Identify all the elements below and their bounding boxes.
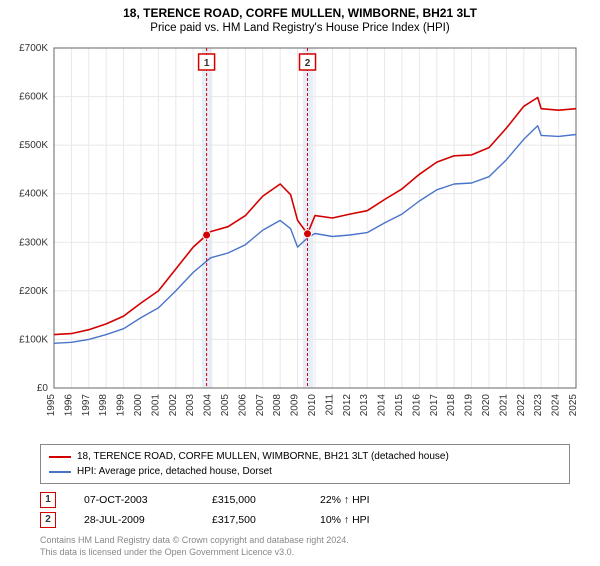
page-subtitle: Price paid vs. HM Land Registry's House … (0, 22, 600, 34)
svg-text:1: 1 (204, 58, 210, 69)
chart-svg: £0 £100K £200K £300K £400K £500K £600K £700K 199… (0, 38, 600, 438)
svg-text:£700K: £700K (19, 43, 48, 54)
event-dot (304, 230, 312, 238)
legend-swatch (49, 456, 71, 458)
footer-attribution: Contains HM Land Registry data © Crown c… (40, 534, 570, 558)
svg-text:2010: 2010 (307, 394, 318, 417)
legend-row: 18, TERENCE ROAD, CORFE MULLEN, WIMBORNE… (49, 449, 561, 464)
legend-row: HPI: Average price, detached house, Dors… (49, 464, 561, 479)
marker-index: 2 (40, 512, 56, 528)
marker-index: 1 (40, 492, 56, 508)
svg-text:2012: 2012 (342, 394, 353, 417)
marker-price: £315,000 (212, 494, 292, 506)
marker-row: 1 07-OCT-2003 £315,000 22% ↑ HPI (40, 490, 570, 510)
svg-text:2024: 2024 (551, 394, 562, 417)
svg-text:£500K: £500K (19, 140, 48, 151)
marker-row: 2 28-JUL-2009 £317,500 10% ↑ HPI (40, 510, 570, 530)
marker-date: 07-OCT-2003 (84, 494, 184, 506)
legend-swatch (49, 471, 71, 473)
svg-text:2004: 2004 (203, 394, 214, 417)
svg-text:£100K: £100K (19, 334, 48, 345)
page-title: 18, TERENCE ROAD, CORFE MULLEN, WIMBORNE… (0, 6, 600, 20)
svg-text:2: 2 (305, 58, 311, 69)
svg-text:1999: 1999 (116, 394, 127, 417)
svg-text:2002: 2002 (168, 394, 179, 417)
event-markers-table: 1 07-OCT-2003 £315,000 22% ↑ HPI 2 28-JUL-200… (40, 490, 570, 530)
svg-text:2003: 2003 (185, 394, 196, 417)
footer-line: Contains HM Land Registry data © Crown c… (40, 534, 570, 546)
svg-text:2009: 2009 (290, 394, 301, 417)
svg-text:£600K: £600K (19, 92, 48, 103)
svg-text:2001: 2001 (150, 394, 161, 417)
svg-text:2017: 2017 (429, 394, 440, 417)
svg-text:2007: 2007 (255, 394, 266, 417)
svg-text:2013: 2013 (359, 394, 370, 417)
marker-price: £317,500 (212, 514, 292, 526)
svg-text:2011: 2011 (324, 394, 335, 416)
svg-text:2000: 2000 (133, 394, 144, 417)
svg-text:2018: 2018 (446, 394, 457, 417)
legend-label: HPI: Average price, detached house, Dors… (77, 464, 272, 479)
event-dot (203, 231, 211, 239)
svg-text:£200K: £200K (19, 286, 48, 297)
price-chart: £0 £100K £200K £300K £400K £500K £600K £700K 199… (0, 38, 600, 438)
svg-text:2021: 2021 (498, 394, 509, 417)
svg-text:£300K: £300K (19, 237, 48, 248)
svg-text:1995: 1995 (46, 394, 57, 417)
svg-text:1996: 1996 (63, 394, 74, 417)
legend: 18, TERENCE ROAD, CORFE MULLEN, WIMBORNE… (40, 444, 570, 484)
svg-text:2005: 2005 (220, 394, 231, 417)
marker-date: 28-JUL-2009 (84, 514, 184, 526)
svg-text:2006: 2006 (237, 394, 248, 417)
marker-delta: 22% ↑ HPI (320, 494, 400, 506)
svg-text:2016: 2016 (411, 394, 422, 417)
svg-text:£400K: £400K (19, 189, 48, 200)
svg-text:2020: 2020 (481, 394, 492, 417)
svg-text:2015: 2015 (394, 394, 405, 417)
footer-line: This data is licensed under the Open Gov… (40, 546, 570, 558)
svg-text:2023: 2023 (533, 394, 544, 417)
svg-text:2014: 2014 (377, 394, 388, 417)
svg-text:£0: £0 (37, 383, 49, 394)
marker-delta: 10% ↑ HPI (320, 514, 400, 526)
svg-text:2022: 2022 (516, 394, 527, 417)
svg-text:2008: 2008 (272, 394, 283, 417)
svg-text:1997: 1997 (81, 394, 92, 417)
svg-text:2025: 2025 (568, 394, 579, 417)
legend-label: 18, TERENCE ROAD, CORFE MULLEN, WIMBORNE… (77, 449, 449, 464)
svg-text:1998: 1998 (98, 394, 109, 417)
svg-text:2019: 2019 (464, 394, 475, 417)
